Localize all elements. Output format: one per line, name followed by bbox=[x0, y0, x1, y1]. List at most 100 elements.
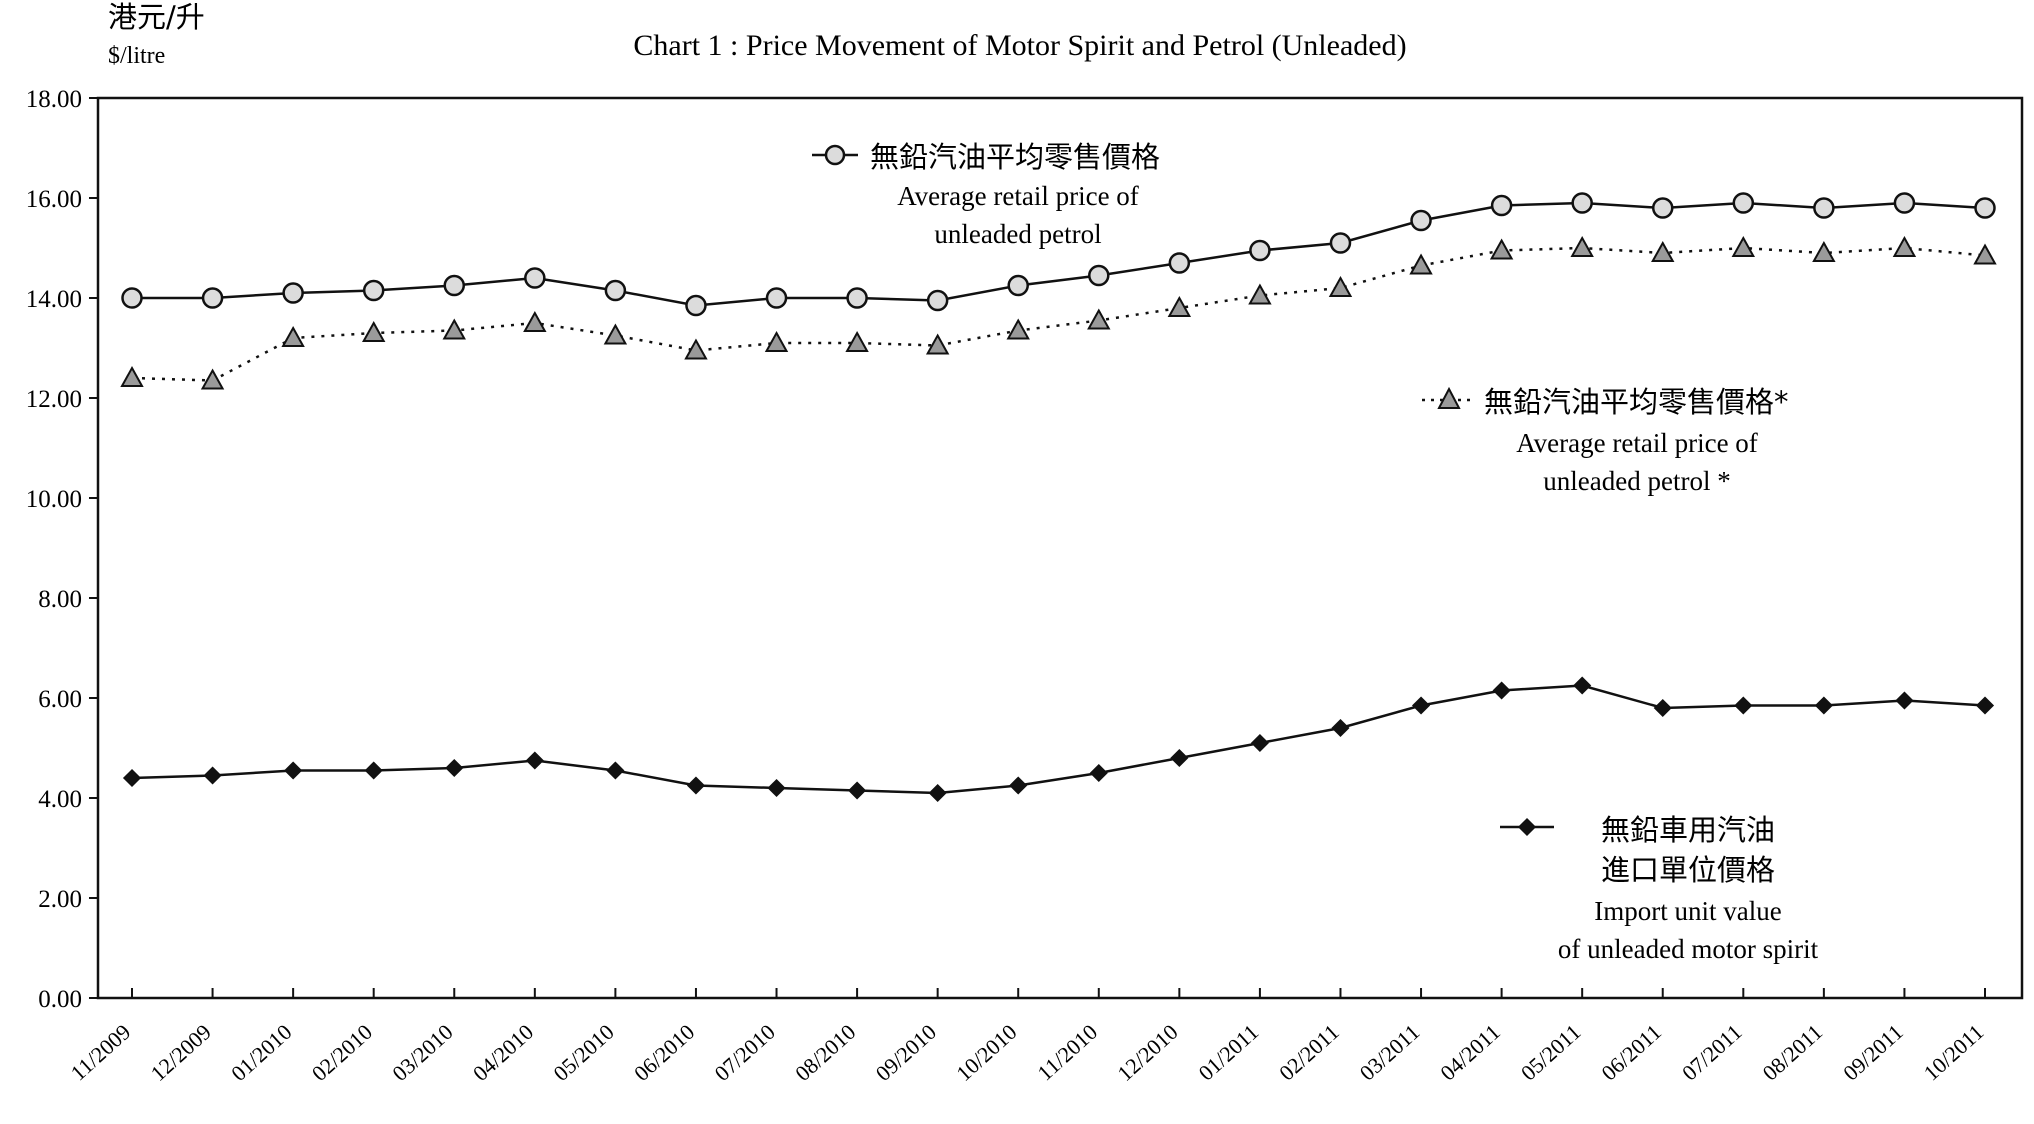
y-tick-label: 8.00 bbox=[38, 586, 82, 613]
x-tick-label: 11/2010 bbox=[1032, 1019, 1102, 1085]
x-tick-label: 05/2010 bbox=[548, 1019, 618, 1086]
point-circle bbox=[1571, 192, 1593, 214]
point-circle bbox=[1168, 252, 1191, 274]
plot-frame bbox=[96, 96, 2024, 1000]
x-tick-label: 02/2011 bbox=[1274, 1019, 1344, 1085]
point-circle bbox=[1813, 197, 1835, 219]
point-diamond bbox=[364, 761, 383, 780]
point-diamond bbox=[1009, 776, 1028, 795]
point-triangle bbox=[684, 338, 708, 360]
point-circle bbox=[1410, 209, 1432, 232]
x-tick-label: 01/2010 bbox=[226, 1019, 296, 1086]
legend-star-marker bbox=[1437, 386, 1461, 409]
legend-star-en-1: Average retail price of bbox=[1516, 428, 1758, 458]
legend-retail-cn: 無鉛汽油平均零售價格 bbox=[870, 140, 1160, 174]
point-diamond bbox=[686, 776, 706, 795]
point-circle bbox=[765, 287, 788, 309]
x-tick-label: 12/2010 bbox=[1112, 1019, 1182, 1086]
point-triangle bbox=[442, 318, 466, 340]
point-triangle bbox=[1570, 235, 1594, 257]
point-triangle bbox=[845, 330, 869, 352]
y-tick-label: 6.00 bbox=[38, 686, 82, 713]
point-circle bbox=[1329, 232, 1352, 254]
x-tick-label: 04/2010 bbox=[468, 1019, 538, 1086]
x-tick-label: 07/2010 bbox=[710, 1019, 780, 1086]
point-triangle bbox=[1006, 318, 1030, 340]
x-tick-label: 03/2011 bbox=[1355, 1019, 1425, 1085]
point-triangle bbox=[1731, 235, 1756, 257]
x-axis: 11/2009 12/2009 01/2010 02/2010 03/2010 04/20… bbox=[66, 988, 1988, 1086]
x-tick-label: 06/2010 bbox=[629, 1019, 699, 1086]
point-diamond bbox=[525, 751, 544, 770]
point-circle bbox=[201, 287, 224, 309]
legend-import-cn-2: 進口單位價格 bbox=[1601, 853, 1775, 887]
legend-import-en-2: of unleaded motor spirit bbox=[1558, 934, 1819, 964]
point-diamond bbox=[445, 758, 464, 778]
point-triangle bbox=[1892, 235, 1917, 257]
y-tick-label: 12.00 bbox=[26, 386, 82, 413]
point-diamond bbox=[1895, 691, 1914, 710]
x-tick-label: 08/2010 bbox=[790, 1019, 860, 1086]
point-triangle bbox=[1409, 253, 1433, 275]
point-circle bbox=[282, 282, 304, 304]
point-circle bbox=[443, 274, 466, 297]
point-triangle bbox=[1248, 283, 1272, 305]
y-tick-label: 16.00 bbox=[26, 186, 82, 213]
point-triangle bbox=[1328, 275, 1353, 297]
unit-label-en: $/litre bbox=[108, 43, 165, 69]
x-tick-label: 11/2009 bbox=[66, 1019, 136, 1085]
point-diamond bbox=[1492, 681, 1511, 700]
point-circle bbox=[1249, 239, 1271, 262]
point-triangle bbox=[120, 365, 144, 387]
point-diamond bbox=[1411, 696, 1431, 715]
point-triangle bbox=[281, 325, 305, 347]
point-circle bbox=[926, 289, 949, 312]
point-diamond bbox=[284, 761, 303, 780]
y-tick-label: 4.00 bbox=[38, 786, 82, 813]
legend-star-cn: 無鉛汽油平均零售價格* bbox=[1484, 385, 1789, 419]
point-diamond bbox=[767, 778, 786, 798]
point-diamond bbox=[122, 768, 142, 788]
x-tick-label: 02/2010 bbox=[307, 1019, 377, 1086]
series-line-1 bbox=[131, 246, 1986, 382]
y-tick-label: 10.00 bbox=[26, 486, 82, 513]
legend-retail-price: 無鉛汽油平均零售價格 Average retail price of unlea… bbox=[812, 140, 1160, 249]
point-circle bbox=[1732, 192, 1755, 214]
legend-retail-marker bbox=[824, 144, 846, 166]
point-circle bbox=[604, 279, 627, 302]
y-tick-label: 0.00 bbox=[38, 986, 82, 1013]
point-triangle bbox=[925, 333, 950, 355]
legend-retail-price-star: 無鉛汽油平均零售價格* Average retail price of unle… bbox=[1422, 385, 1789, 496]
point-circle bbox=[685, 294, 707, 317]
x-tick-label: 01/2011 bbox=[1194, 1019, 1264, 1085]
point-triangle bbox=[1973, 243, 1997, 265]
point-triangle bbox=[361, 320, 386, 342]
y-tick-label: 2.00 bbox=[38, 886, 82, 913]
point-diamond bbox=[1734, 696, 1753, 715]
point-circle bbox=[362, 279, 385, 302]
point-triangle bbox=[200, 368, 225, 390]
point-triangle bbox=[1167, 295, 1192, 317]
point-circle bbox=[1007, 274, 1029, 297]
x-tick-label: 03/2010 bbox=[387, 1019, 457, 1086]
point-triangle bbox=[1087, 308, 1111, 330]
point-diamond bbox=[1331, 718, 1350, 738]
legend-import-en-1: Import unit value bbox=[1594, 896, 1781, 926]
unit-label-cn: 港元/升 bbox=[108, 0, 205, 34]
point-triangle bbox=[603, 323, 628, 345]
series-line-0 bbox=[132, 201, 1986, 307]
point-diamond bbox=[1170, 748, 1189, 768]
point-diamond bbox=[1653, 698, 1672, 718]
series-line-2 bbox=[131, 684, 1986, 795]
point-circle bbox=[1893, 192, 1916, 214]
point-circle bbox=[846, 287, 868, 309]
series-layer bbox=[120, 192, 1997, 803]
point-triangle bbox=[1489, 238, 1514, 260]
point-diamond bbox=[606, 761, 625, 780]
y-axis: 0.00 2.00 4.00 6.00 8.00 10.00 12.00 14.00 16.00… bbox=[26, 86, 98, 1013]
legend-retail-en-2: unleaded petrol bbox=[934, 219, 1101, 249]
y-tick-label: 14.00 bbox=[26, 286, 82, 313]
legend-import-value: 無鉛車用汽油 進口單位價格 Import unit value of unlea… bbox=[1500, 813, 1819, 964]
legend-import-marker bbox=[1517, 817, 1537, 837]
